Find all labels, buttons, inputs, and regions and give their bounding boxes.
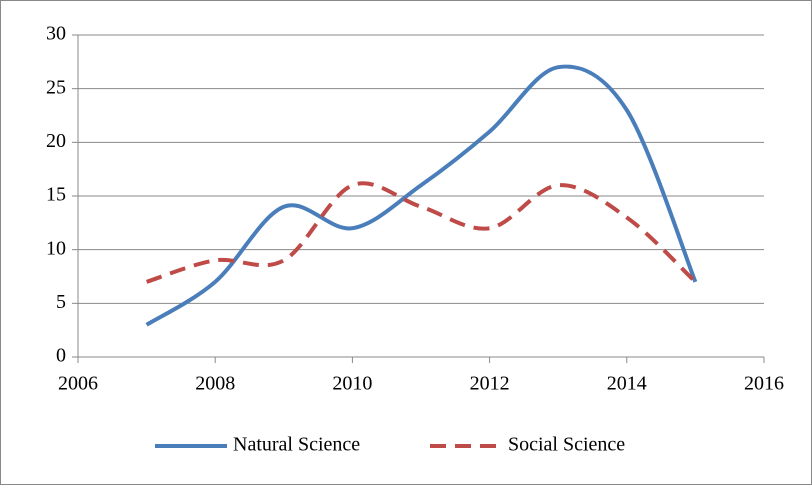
- x-tick-label: 2008: [195, 373, 235, 395]
- x-tick-label: 2010: [332, 373, 372, 395]
- y-tick-label: 5: [56, 291, 66, 313]
- x-tick-label: 2012: [470, 373, 510, 395]
- y-tick-label: 20: [46, 130, 66, 152]
- x-tick-label: 2006: [58, 373, 98, 395]
- y-tick-label: 15: [46, 184, 66, 206]
- series-line: [145, 181, 697, 284]
- legend-label: Natural Science: [233, 434, 360, 456]
- x-tick-label: 2014: [607, 373, 647, 395]
- y-tick-label: 25: [46, 76, 66, 98]
- y-tick-label: 30: [46, 23, 66, 45]
- y-tick-label: 10: [46, 237, 66, 259]
- x-tick-label: 2016: [744, 373, 784, 395]
- y-tick-label: 0: [56, 345, 66, 367]
- series-line: [145, 64, 698, 327]
- legend-label: Social Science: [508, 434, 625, 456]
